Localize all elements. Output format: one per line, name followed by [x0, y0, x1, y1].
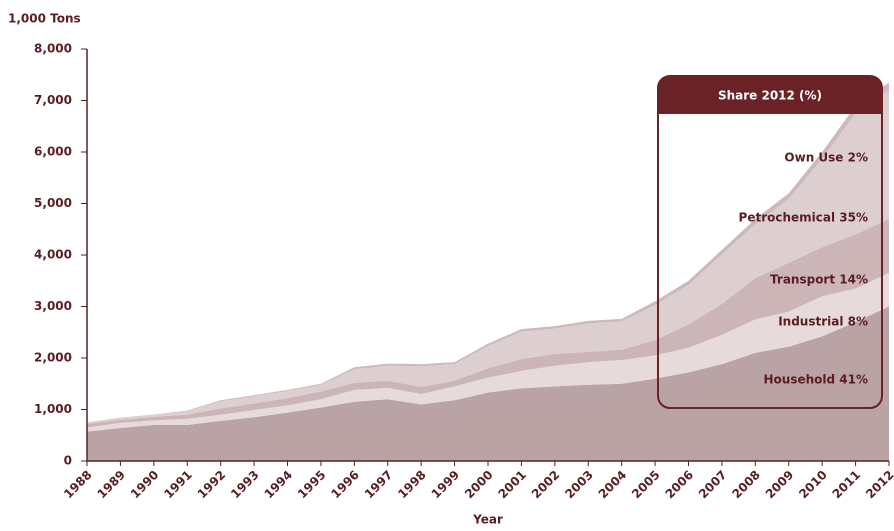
y-tick-label: 3,000 [34, 299, 72, 313]
x-tick-label: 1990 [128, 468, 162, 502]
y-tick-label: 2,000 [34, 351, 72, 365]
x-tick-label: 1988 [61, 468, 95, 502]
y-tick-label: 6,000 [34, 145, 72, 159]
x-tick-label: 1995 [295, 468, 329, 502]
x-tick-label: 1993 [228, 468, 262, 502]
x-axis-label: Year [472, 513, 503, 527]
x-tick-label: 2011 [830, 468, 864, 502]
x-tick-label: 2003 [562, 468, 596, 502]
y-tick-label: 7,000 [34, 93, 72, 107]
x-tick-label: 2012 [863, 468, 894, 502]
x-tick-label: 1999 [429, 468, 463, 502]
x-tick-label: 1994 [262, 468, 296, 502]
y-tick-label: 8,000 [34, 42, 72, 56]
legend-title: Share 2012 (%) [718, 89, 822, 103]
x-tick-label: 1997 [362, 468, 396, 502]
x-tick-label: 2005 [629, 468, 663, 502]
x-tick-label: 2007 [696, 468, 730, 502]
x-tick-label: 2008 [729, 468, 763, 502]
area [87, 90, 889, 424]
x-tick-label: 1991 [161, 468, 195, 502]
y-axis-label: 1,000 Tons [8, 12, 81, 26]
y-tick-label: 0 [64, 454, 72, 468]
x-tick-label: 2004 [596, 468, 630, 502]
legend-label: Own Use 2% [784, 151, 868, 165]
x-tick-label: 2010 [796, 468, 830, 502]
x-tick-label: 1998 [395, 468, 429, 502]
legend-label: Household 41% [763, 373, 868, 387]
x-tick-label: 1992 [195, 468, 229, 502]
x-tick-label: 2009 [763, 468, 797, 502]
y-tick-label: 5,000 [34, 196, 72, 210]
area [87, 218, 889, 428]
x-tick-label: 2002 [529, 468, 563, 502]
legend-label: Transport 14% [770, 273, 868, 287]
x-tick-label: 2000 [462, 468, 496, 502]
x-tick-label: 2006 [663, 468, 697, 502]
area [87, 273, 889, 432]
x-tick-label: 2001 [495, 468, 529, 502]
y-tick-label: 1,000 [34, 402, 72, 416]
legend-label: Petrochemical 35% [739, 211, 868, 225]
x-tick-label: 1989 [94, 468, 128, 502]
area [87, 306, 889, 461]
legend-label: Industrial 8% [778, 315, 868, 329]
legend-header [658, 76, 882, 114]
x-tick-label: 1996 [328, 468, 362, 502]
areas [87, 82, 889, 461]
legend: Share 2012 (%) Household 41% Industrial 8… [657, 75, 883, 409]
y-tick-label: 4,000 [34, 248, 72, 262]
